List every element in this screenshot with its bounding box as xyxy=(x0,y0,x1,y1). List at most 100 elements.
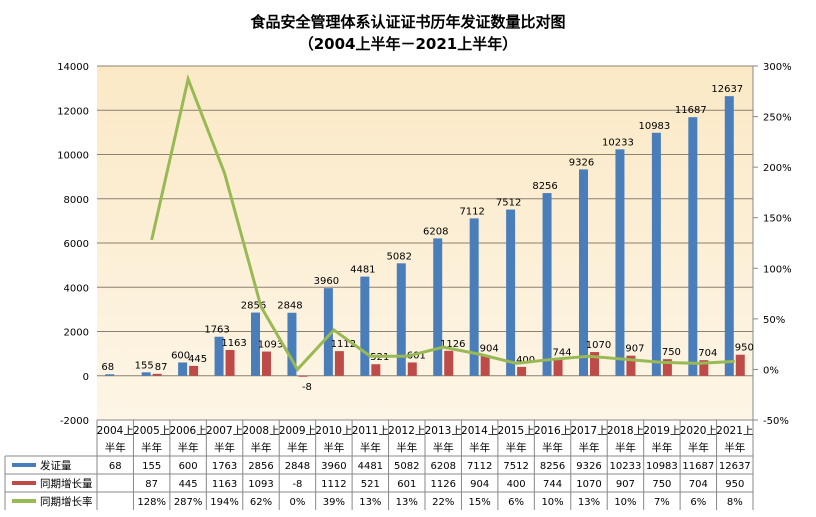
category-label: 半年 xyxy=(506,441,527,454)
y2-tick-label: 50% xyxy=(763,315,785,326)
table-cell: 1070 xyxy=(576,479,601,490)
category-label: 2004上 xyxy=(97,425,134,437)
category-label: 半年 xyxy=(688,441,709,454)
bar-issued xyxy=(724,96,734,376)
data-label: 750 xyxy=(662,347,681,358)
table-cell: 10% xyxy=(541,497,563,508)
category-label: 半年 xyxy=(579,441,600,454)
category-label: 2013上 xyxy=(425,425,462,437)
table-cell: 400 xyxy=(507,479,526,490)
table-cell: 521 xyxy=(361,479,380,490)
category-label: 2012上 xyxy=(388,425,425,437)
table-cell: 155 xyxy=(142,461,161,472)
data-label: 10233 xyxy=(602,137,634,148)
table-cell: 11687 xyxy=(682,461,714,472)
table-cell: 287% xyxy=(174,497,203,508)
data-label: 87 xyxy=(155,362,168,373)
table-cell: 1163 xyxy=(212,479,237,490)
table-cell: 8% xyxy=(727,497,743,508)
bar-issued xyxy=(688,117,698,376)
data-label: 10983 xyxy=(638,121,670,132)
table-cell: 1126 xyxy=(430,479,455,490)
y2-tick-label: 250% xyxy=(763,113,792,124)
category-label: 2009上 xyxy=(279,425,316,437)
line-growth-rate xyxy=(150,74,735,372)
data-label: 3960 xyxy=(314,276,339,287)
category-label: 2021上 xyxy=(716,425,753,437)
data-label: 11687 xyxy=(675,105,707,116)
chart-subtitle: （2004上半年－2021上半年） xyxy=(298,35,518,53)
table-cell: 744 xyxy=(543,479,562,490)
data-label: 2848 xyxy=(277,301,302,312)
y2-tick-label: 300% xyxy=(763,62,792,73)
data-label: 8256 xyxy=(532,181,557,192)
category-label: 半年 xyxy=(433,441,454,454)
table-cell: 5082 xyxy=(394,461,419,472)
y-tick-label: 2000 xyxy=(64,328,89,339)
bar-growth xyxy=(662,359,672,376)
category-label: 半年 xyxy=(615,441,636,454)
table-cell: 194% xyxy=(210,497,239,508)
data-label: 904 xyxy=(480,344,499,355)
y2-tick-label: 0% xyxy=(763,365,779,376)
bar-growth xyxy=(480,355,490,376)
category-label: 半年 xyxy=(396,441,417,454)
data-label: 400 xyxy=(516,355,535,366)
data-label: 7512 xyxy=(496,198,521,209)
category-label: 2007上 xyxy=(206,425,243,437)
y-tick-label: 14000 xyxy=(57,62,89,73)
category-label: 2010上 xyxy=(315,425,352,437)
bar-growth xyxy=(298,375,308,377)
data-label: 1163 xyxy=(221,338,246,349)
table-cell: 750 xyxy=(652,479,671,490)
data-label: 704 xyxy=(698,348,717,359)
category-label: 2018上 xyxy=(607,425,644,437)
table-cell: 904 xyxy=(470,479,489,490)
legend-label: 同期增长率 xyxy=(40,495,93,508)
y-tick-label: 4000 xyxy=(64,283,89,294)
category-label: 2006上 xyxy=(169,425,206,437)
data-label: 7112 xyxy=(459,206,484,217)
data-label: 600 xyxy=(171,350,190,361)
bar-issued xyxy=(360,276,370,376)
category-label: 2005上 xyxy=(133,425,170,437)
bar-issued xyxy=(178,362,188,376)
table-cell: 6% xyxy=(690,497,706,508)
table-cell: 10% xyxy=(614,497,636,508)
table-cell: -8 xyxy=(292,479,302,490)
table-cell: 7112 xyxy=(467,461,492,472)
data-label: 601 xyxy=(407,350,426,361)
category-label: 2016上 xyxy=(534,425,571,437)
y-tick-label: 0 xyxy=(83,372,89,383)
data-label: 155 xyxy=(135,360,154,371)
table-cell: 1112 xyxy=(321,479,346,490)
y-tick-label: 10000 xyxy=(57,151,89,162)
y-tick-label: -2000 xyxy=(60,416,89,427)
data-label: 12637 xyxy=(711,84,743,95)
data-label: 4481 xyxy=(350,265,375,276)
category-label: 半年 xyxy=(469,441,490,454)
table-cell: 600 xyxy=(179,461,198,472)
category-label: 半年 xyxy=(251,441,272,454)
category-label: 半年 xyxy=(651,441,672,454)
table-cell: 3960 xyxy=(321,461,346,472)
table-cell: 4481 xyxy=(358,461,383,472)
category-label: 半年 xyxy=(214,441,235,454)
bar-growth xyxy=(189,365,199,376)
category-label: 2020上 xyxy=(680,425,717,437)
table-cell: 13% xyxy=(396,497,418,508)
category-label: 半年 xyxy=(105,441,126,454)
data-label: 1126 xyxy=(440,339,465,350)
category-label: 2019上 xyxy=(643,425,680,437)
chart-title: 食品安全管理体系认证证书历年发证数量比对图 xyxy=(250,13,566,31)
data-label: 1070 xyxy=(586,340,611,351)
table-cell: 1763 xyxy=(212,461,237,472)
legend-swatch xyxy=(12,499,36,503)
category-label: 2008上 xyxy=(242,425,279,437)
bar-growth xyxy=(553,359,563,376)
bar-issued xyxy=(506,209,516,376)
table-cell: 39% xyxy=(323,497,345,508)
bar-issued xyxy=(396,263,406,376)
category-label: 2017上 xyxy=(570,425,607,437)
